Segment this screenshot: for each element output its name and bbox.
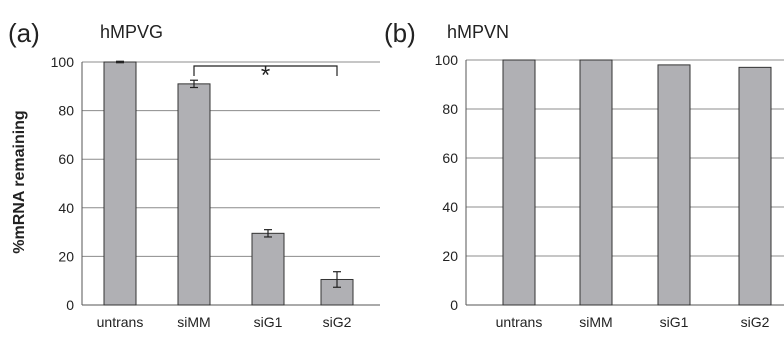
panel-a-letter: (a) xyxy=(8,18,40,48)
y-tick-label: 40 xyxy=(442,199,458,215)
y-tick-label: 60 xyxy=(58,151,74,167)
bar-siG1 xyxy=(657,64,691,306)
y-tick-label: 80 xyxy=(442,101,458,117)
y-tick-label: 0 xyxy=(450,297,458,313)
x-tick-label: siG1 xyxy=(254,314,283,330)
bar-untrans xyxy=(502,59,536,306)
error-bar-siG2 xyxy=(333,271,341,288)
panel-a-plot: 0 20 40 60 80 100 untrans siMM siG1 siG2 * xyxy=(51,54,380,330)
panel-a-ylabel: %mRNA remaining xyxy=(11,110,28,253)
x-tick-label: siMM xyxy=(579,314,612,330)
bar-siG1 xyxy=(251,232,285,306)
significance-bracket xyxy=(193,65,338,76)
panel-b-title: hMPVN xyxy=(447,22,509,42)
significance-label: * xyxy=(261,62,270,89)
y-tick-label: 20 xyxy=(58,248,74,264)
x-tick-label: untrans xyxy=(496,314,543,330)
error-bar-siMM xyxy=(190,79,198,89)
y-tick-label: 20 xyxy=(442,248,458,264)
panel-b-letter: (b) xyxy=(384,18,416,48)
y-tick-label: 80 xyxy=(58,103,74,119)
error-bar-untrans xyxy=(116,60,124,64)
x-tick-label: siG1 xyxy=(660,314,689,330)
panel-a-title: hMPVG xyxy=(100,22,163,42)
y-tick-label: 0 xyxy=(66,297,74,313)
bar-siMM xyxy=(579,59,613,306)
y-tick-label: 100 xyxy=(435,52,459,68)
x-tick-label: siG2 xyxy=(741,314,770,330)
bar-siMM xyxy=(177,83,211,306)
panel-b-plot: 0 20 40 60 80 100 untrans siMM siG1 siG2 xyxy=(435,52,784,330)
x-tick-label: siMM xyxy=(177,314,210,330)
y-tick-label: 100 xyxy=(51,54,75,70)
x-tick-label: siG2 xyxy=(323,314,352,330)
bar-siG2 xyxy=(738,66,772,306)
y-tick-label: 60 xyxy=(442,150,458,166)
bar-untrans xyxy=(103,61,137,306)
error-bar-siG1 xyxy=(264,229,272,238)
x-tick-label: untrans xyxy=(97,314,144,330)
y-tick-label: 40 xyxy=(58,200,74,216)
